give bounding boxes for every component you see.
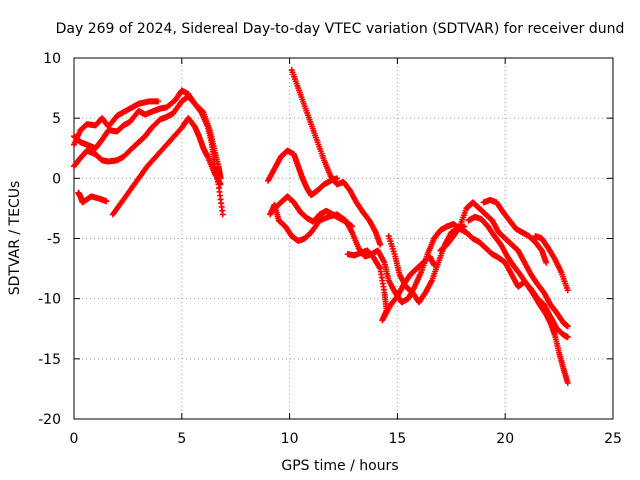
data-point-marker: [377, 241, 384, 248]
y-tick-label: -10: [38, 292, 61, 308]
data-point-marker: [103, 198, 110, 205]
y-tick-label: -15: [38, 352, 61, 368]
data-series: [75, 189, 110, 206]
data-point-marker: [564, 379, 571, 386]
data-point-marker: [219, 211, 226, 218]
data-series: [271, 193, 356, 230]
x-tick-label: 25: [604, 431, 622, 447]
data-series: [532, 233, 571, 294]
data-point-marker: [217, 181, 224, 188]
x-axis-label: GPS time / hours: [281, 458, 398, 474]
x-tick-label: 5: [177, 431, 186, 447]
data-marks: [71, 67, 571, 386]
data-point-marker: [334, 175, 341, 182]
data-series: [288, 67, 384, 248]
data-point-marker: [564, 334, 571, 341]
data-series: [480, 196, 550, 266]
data-series: [265, 147, 341, 199]
data-series: [465, 213, 571, 386]
data-series: [71, 93, 224, 182]
y-tick-label: 0: [52, 171, 61, 187]
y-axis: 10 5 0 -5 -10 -15 -20: [38, 51, 613, 428]
data-series: [109, 115, 224, 218]
data-point-marker: [155, 98, 162, 105]
y-tick-label: 10: [43, 51, 61, 67]
y-tick-label: -5: [47, 232, 61, 248]
data-point-marker: [564, 287, 571, 294]
y-tick-label: -20: [38, 412, 61, 428]
data-series: [437, 199, 571, 330]
x-tick-label: 10: [281, 431, 299, 447]
data-point-marker: [543, 259, 550, 266]
x-tick-label: 20: [496, 431, 514, 447]
y-axis-label: SDTVAR / TECUs: [7, 181, 23, 296]
data-series: [71, 98, 162, 148]
x-tick-label: 0: [70, 431, 79, 447]
chart-title: Day 269 of 2024, Sidereal Day-to-day VTE…: [56, 21, 625, 37]
x-tick-label: 15: [388, 431, 406, 447]
data-point-marker: [349, 223, 356, 230]
x-axis: 0 5 10 15 20 25: [70, 58, 622, 447]
data-point-marker: [564, 323, 571, 330]
y-tick-label: 5: [52, 111, 61, 127]
